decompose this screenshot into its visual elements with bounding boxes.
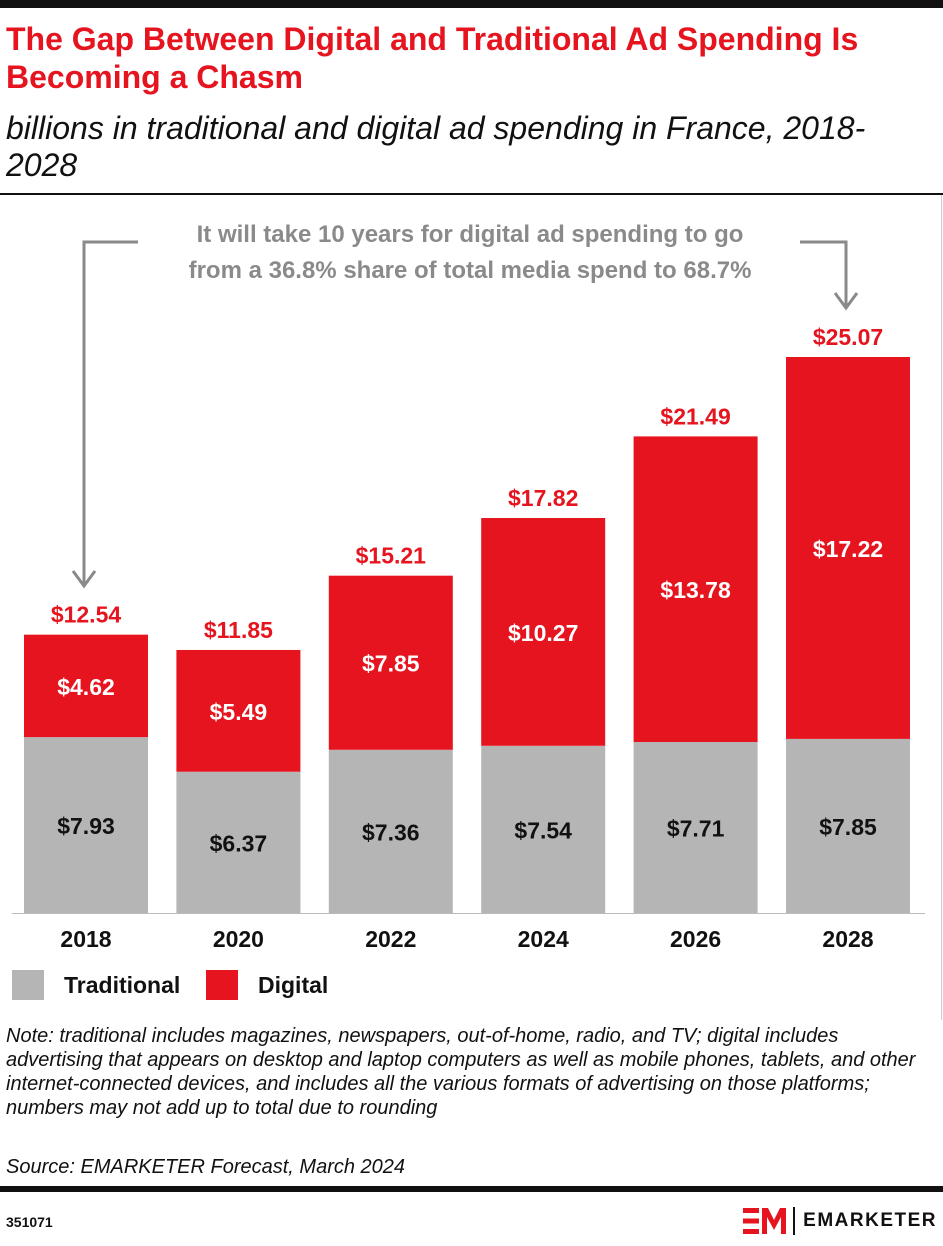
bar-digital-2018: [24, 634, 148, 738]
label-digital-2028: $17.22: [813, 536, 883, 562]
x-tick-2026: 2026: [670, 926, 721, 952]
label-traditional-2022: $7.36: [362, 819, 420, 845]
annotation-arrow-right: [800, 240, 848, 307]
label-total-2020: $11.85: [204, 617, 273, 643]
label-total-2028: $25.07: [813, 324, 883, 350]
chart-title: The Gap Between Digital and Traditional …: [6, 21, 859, 95]
chart-source: Source: EMARKETER Forecast, March 2024: [6, 1156, 406, 1178]
bar-digital-2020: [176, 649, 301, 772]
label-digital-2020: $5.49: [210, 699, 268, 725]
label-digital-2018: $4.62: [57, 674, 115, 700]
chart-id: 351071: [6, 1214, 53, 1230]
bar-traditional-2026: [633, 742, 758, 913]
bar-traditional-2024: [481, 745, 606, 913]
annotation-arrowhead-right: [833, 292, 859, 311]
label-traditional-2026: $7.71: [667, 816, 725, 842]
bar-traditional-2020: [176, 771, 301, 913]
brand-separator: [793, 1207, 796, 1235]
annotation-arrow-left: [82, 240, 138, 585]
top-rule: [0, 0, 943, 8]
legend-swatch-traditional: [12, 970, 44, 1000]
x-tick-2024: 2024: [518, 926, 569, 952]
chart-note: Note: traditional includes magazines, ne…: [6, 1025, 916, 1119]
x-tick-2018: 2018: [60, 926, 111, 952]
bar-digital-2028: [786, 357, 910, 739]
label-digital-2024: $10.27: [508, 620, 578, 646]
brand-logo: EMARKETER: [743, 1205, 937, 1237]
annotation-line-2: from a 36.8% share of total media spend …: [189, 257, 752, 284]
x-tick-2022: 2022: [365, 926, 416, 952]
label-total-2026: $21.49: [660, 403, 730, 429]
annotation-line-1: It will take 10 years for digital ad spe…: [197, 221, 744, 248]
bar-traditional-2028: [786, 738, 910, 913]
header-divider: [0, 193, 943, 195]
bar-digital-2026: [633, 436, 758, 743]
bottom-rule: [0, 1186, 943, 1192]
label-total-2018: $12.54: [51, 602, 122, 628]
legend-swatch-digital: [206, 970, 238, 1000]
legend-label-digital: Digital: [258, 972, 328, 998]
x-tick-2028: 2028: [822, 926, 873, 952]
x-tick-2020: 2020: [213, 926, 264, 952]
stacked-bar-chart: $7.93 $4.62 $12.54 2018 $6.37 $5.49 $11.85 2020…: [12, 221, 925, 1000]
bar-traditional-2022: [328, 749, 453, 913]
brand-name: EMARKETER: [803, 1210, 937, 1231]
chart-area: $7.93 $4.62 $12.54 2018 $6.37 $5.49 $11.85 2020…: [0, 195, 942, 1020]
legend-label-traditional: Traditional: [64, 972, 180, 998]
annotation-arrowhead-left: [71, 570, 97, 589]
label-total-2022: $15.21: [356, 543, 427, 569]
label-traditional-2024: $7.54: [514, 817, 572, 843]
label-total-2024: $17.82: [508, 485, 578, 511]
chart-subtitle: billions in traditional and digital ad s…: [6, 110, 866, 183]
em-logo-icon: [743, 1208, 787, 1234]
label-digital-2026: $13.78: [660, 577, 731, 603]
label-digital-2022: $7.85: [362, 651, 420, 677]
label-traditional-2018: $7.93: [57, 813, 115, 839]
label-traditional-2020: $6.37: [210, 830, 268, 856]
bar-digital-2024: [481, 518, 606, 746]
bar-digital-2022: [328, 575, 453, 750]
bar-traditional-2018: [24, 737, 148, 913]
label-traditional-2028: $7.85: [819, 814, 877, 840]
